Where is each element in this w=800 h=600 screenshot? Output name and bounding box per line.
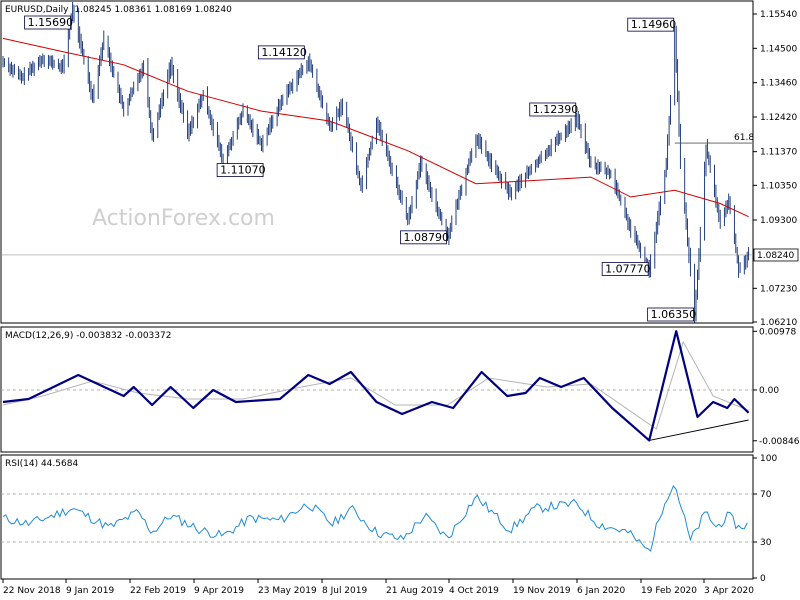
price-callout-box: [400, 230, 447, 245]
x-tick-label: 22 Feb 2019: [130, 586, 186, 596]
rsi-pane-title: RSI(14) 44.5684: [5, 459, 78, 469]
rsi-y-tick-label: 0: [760, 574, 766, 584]
price-callout-label: 1.11070: [220, 164, 266, 177]
x-axis-ticks: 22 Nov 2018 9 Jan 2019 22 Feb 2019 9 Apr 20…: [2, 579, 754, 596]
current-price-label: 1.08240: [757, 251, 794, 261]
y-tick-label: 1.06210: [760, 318, 797, 328]
macd-trendline: [649, 419, 749, 441]
price-callout-box: [647, 307, 695, 322]
price-callout-box: [601, 262, 649, 276]
price-callout-label: 1.15690: [28, 16, 73, 29]
y-tick-label: 1.07230: [760, 284, 797, 294]
x-tick-label: 8 Jul 2019: [322, 586, 367, 596]
macd-y-tick-label: 0.00978: [759, 327, 796, 337]
x-tick-label: 23 May 2019: [258, 586, 317, 596]
y-tick-label: 1.11370: [760, 148, 797, 158]
rsi-y-tick-label: 70: [760, 490, 772, 500]
price-callout-box: [627, 17, 675, 32]
rsi-y-tick-label: 100: [760, 454, 777, 464]
y-tick-label: 1.15540: [760, 10, 797, 20]
price-pane-title: EURUSD,Daily 1.08245 1.08361 1.08169 1.08…: [5, 5, 232, 15]
price-callout-label: 1.12390: [533, 103, 579, 116]
x-tick-label: 6 Jan 2020: [577, 586, 625, 596]
y-tick-label: 1.14500: [760, 44, 797, 54]
y-tick-label: 1.13460: [760, 79, 797, 89]
price-callout-box: [257, 45, 305, 60]
macd-y-tick-label: -0.008464: [759, 437, 800, 447]
macd-pane-title: MACD(12,26,9) -0.003832 -0.003372: [5, 331, 171, 341]
macd-series: [2, 330, 750, 442]
price-series: [2, 2, 750, 323]
y-tick-label: 1.12420: [760, 113, 797, 123]
rsi-line: [2, 485, 748, 552]
current-price-box: [753, 248, 799, 262]
price-callouts: 1.15690 1.14120 1.11070 1.08790 1.12390 1.149…: [24, 15, 697, 322]
rsi-pane: [0, 454, 754, 580]
y-axis-ticks: 1.15540 1.14500 1.13460 1.12420 1.11370 1.103…: [753, 10, 800, 584]
price-callout-label: 1.14120: [261, 46, 307, 59]
x-tick-label: 3 Apr 2020: [704, 586, 754, 596]
macd-signal-line: [2, 340, 749, 430]
macd-y-tick-label: 0.00: [759, 386, 779, 396]
x-tick-label: 9 Jan 2019: [66, 586, 114, 596]
ohlc-values: 1.08245 1.08361 1.08169 1.08240: [74, 5, 232, 15]
fib-level: 61.8: [674, 133, 754, 144]
price-callout-label: 1.07770: [605, 263, 651, 276]
grid-lines: [1, 254, 753, 543]
rsi-series: [2, 485, 748, 552]
watermark: ActionForex.com: [92, 206, 275, 231]
fib-label: 61.8: [734, 133, 754, 143]
x-tick-label: 22 Nov 2018: [3, 586, 61, 596]
y-tick-label: 1.09300: [760, 216, 797, 226]
macd-line: [2, 330, 750, 442]
moving-average: [2, 37, 749, 218]
price-callout-label: 1.08790: [404, 231, 450, 244]
y-tick-label: 1.10350: [760, 181, 797, 191]
price-callout-label: 1.14960: [631, 18, 677, 31]
price-callout-box: [529, 102, 577, 117]
x-tick-label: 21 Aug 2019: [386, 586, 444, 596]
price-callout-box: [24, 15, 71, 30]
ma-line: [2, 37, 749, 218]
x-tick-label: 19 Feb 2020: [641, 586, 697, 596]
x-tick-label: 4 Oct 2019: [449, 586, 499, 596]
x-tick-label: 19 Nov 2019: [513, 586, 571, 596]
x-tick-label: 9 Apr 2019: [194, 586, 244, 596]
rsi-y-tick-label: 30: [760, 538, 772, 548]
price-callout-label: 1.06350: [651, 308, 697, 321]
price-callout-box: [216, 163, 264, 177]
symbol-label: EURUSD,Daily: [5, 5, 69, 15]
